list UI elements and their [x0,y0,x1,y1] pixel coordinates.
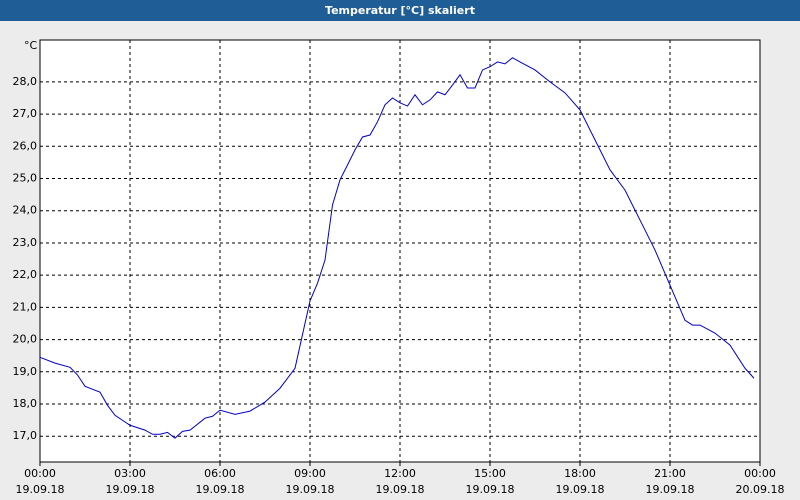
y-tick-label: 21,0 [13,300,38,313]
y-tick-label: 26,0 [13,139,38,152]
x-tick-label: 19.09.18 [646,483,695,496]
x-tick-label: 19.09.18 [376,483,425,496]
x-tick-label: 19.09.18 [16,483,65,496]
x-tick-label: 19.09.18 [286,483,335,496]
x-tick-label: 06:00 [204,467,236,480]
plot-border [39,39,761,463]
x-tick-label: 09:00 [294,467,326,480]
y-tick-label: 17,0 [13,429,38,442]
y-tick-label: 19,0 [13,365,38,378]
x-tick-label: 00:00 [744,467,776,480]
chart-title: Temperatur [°C] skaliert [325,4,475,17]
y-tick-label: 27,0 [13,107,38,120]
x-tick-label: 18:00 [564,467,596,480]
y-tick-label: 22,0 [13,268,38,281]
y-tick-label: 18,0 [13,397,38,410]
x-tick-label: 15:00 [474,467,506,480]
x-tick-label: 21:00 [654,467,686,480]
y-tick-label: 23,0 [13,236,38,249]
line-series [39,57,755,439]
y-axis-label: °C [24,39,38,52]
x-tick-label: 19.09.18 [196,483,245,496]
y-tick-label: 25,0 [13,172,38,185]
title-bar [0,0,800,21]
y-tick-label: 24,0 [13,204,38,217]
x-tick-label: 03:00 [114,467,146,480]
x-tick-label: 19.09.18 [466,483,515,496]
x-tick-label: 12:00 [384,467,416,480]
y-tick-label: 28,0 [13,75,38,88]
y-tick-label: 20,0 [13,333,38,346]
x-tick-label: 00:00 [24,467,56,480]
x-tick-label: 19.09.18 [106,483,155,496]
x-tick-label: 19.09.18 [556,483,605,496]
x-tick-label: 20.09.18 [736,483,785,496]
